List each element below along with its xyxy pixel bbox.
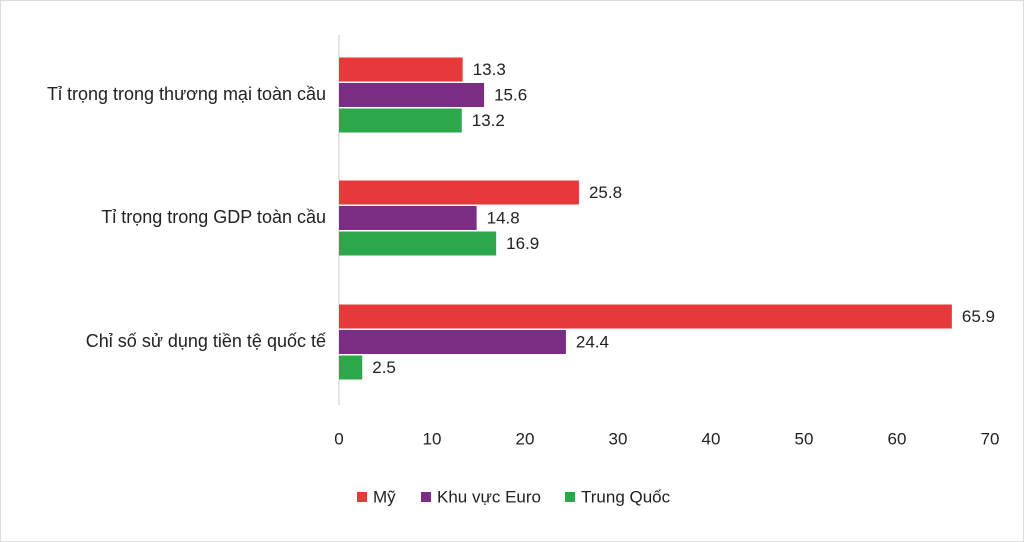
bar <box>339 83 485 107</box>
x-tick-label: 70 <box>981 429 1000 448</box>
data-label: 25.8 <box>589 183 622 202</box>
x-tick-label: 0 <box>334 429 343 448</box>
x-tick-label: 50 <box>795 429 814 448</box>
data-label: 16.9 <box>506 234 539 253</box>
legend-swatch <box>565 492 575 502</box>
bar <box>339 108 462 133</box>
bar <box>339 57 463 82</box>
data-label: 14.8 <box>487 208 520 227</box>
bar <box>339 206 477 230</box>
x-tick-label: 30 <box>609 429 628 448</box>
data-label: 24.4 <box>576 332 609 351</box>
category-label: Tỉ trọng trong thương mại toàn cầu <box>47 84 326 104</box>
bar <box>339 231 497 256</box>
x-tick-label: 40 <box>702 429 721 448</box>
data-label: 13.3 <box>473 60 506 79</box>
x-tick-label: 10 <box>423 429 442 448</box>
data-label: 65.9 <box>962 307 995 326</box>
legend-label: Mỹ <box>373 487 396 506</box>
legend-label: Trung Quốc <box>581 487 671 506</box>
bar <box>339 355 363 380</box>
bar <box>339 330 566 354</box>
category-label: Tỉ trọng trong GDP toàn cầu <box>101 207 326 227</box>
legend-swatch <box>421 492 431 502</box>
legend-label: Khu vực Euro <box>437 487 541 506</box>
bar <box>339 180 579 205</box>
bar <box>339 304 952 329</box>
x-tick-label: 20 <box>516 429 535 448</box>
legend-swatch <box>357 492 367 502</box>
data-label: 13.2 <box>472 111 505 130</box>
data-label: 2.5 <box>372 358 396 377</box>
data-label: 15.6 <box>494 85 527 104</box>
category-label: Chỉ số sử dụng tiền tệ quốc tế <box>86 331 326 351</box>
x-tick-label: 60 <box>888 429 907 448</box>
